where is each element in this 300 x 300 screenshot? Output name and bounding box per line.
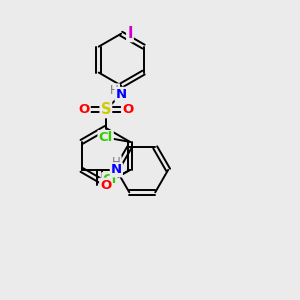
Text: S: S <box>100 102 111 117</box>
Text: Cl: Cl <box>102 173 117 186</box>
Text: O: O <box>78 103 90 116</box>
Text: I: I <box>127 26 133 41</box>
Text: Cl: Cl <box>98 131 113 144</box>
Text: N: N <box>116 88 127 101</box>
Text: N: N <box>111 164 122 176</box>
Text: H: H <box>110 84 119 97</box>
Text: O: O <box>122 103 133 116</box>
Text: H: H <box>112 156 121 169</box>
Text: O: O <box>100 179 111 192</box>
